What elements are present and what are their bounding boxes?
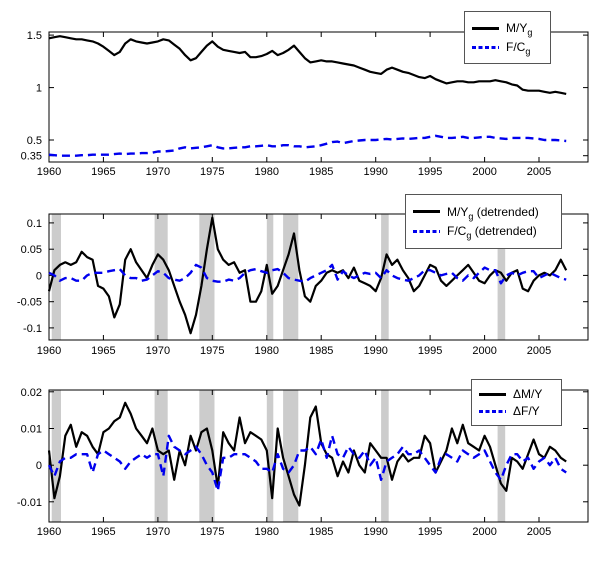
x-tick-label: 2005 [527, 345, 551, 357]
x-tick-label: 1990 [363, 345, 387, 357]
x-tick-label: 1995 [418, 526, 442, 538]
legend-entry: F/Cg (detrended) [413, 224, 554, 241]
y-tick-label: 0 [36, 270, 42, 282]
x-tick-label: 1995 [418, 345, 442, 357]
recession-band [51, 214, 61, 340]
legend-levels: M/Yg F/Cg [464, 11, 551, 64]
recession-band [154, 390, 168, 522]
x-tick-label: 1980 [255, 526, 279, 538]
legend-entry: ΔF/Y [479, 405, 554, 417]
x-tick-label: 2000 [472, 166, 496, 178]
recession-band [266, 390, 274, 522]
y-tick-label: 0.02 [21, 387, 42, 399]
legend-label: F/Cg (detrended) [447, 224, 537, 241]
series-f-c-g [48, 134, 567, 157]
dashed-line-swatch [413, 229, 440, 233]
legend-label: ΔM/Y [513, 387, 543, 401]
y-tick-label: 0.1 [27, 218, 42, 230]
x-tick-label: 1965 [91, 526, 115, 538]
axes-frame [48, 213, 589, 341]
recession-band [497, 390, 506, 522]
legend-label: ΔF/Y [513, 404, 540, 418]
y-tick-label: 0.05 [21, 244, 42, 256]
legend-entry: M/Yg (detrended) [413, 204, 554, 222]
recession-band [381, 390, 389, 522]
x-tick-label: 1995 [418, 166, 442, 178]
solid-line-swatch [413, 210, 440, 214]
panel-growth-rates: 1960 1965 1970 1975 1980 1985 1990 1995 2000 2005… [17, 387, 589, 538]
y-tick-label: -0.01 [17, 497, 42, 509]
x-tick-label: 1965 [91, 345, 115, 357]
legend-entry: ΔM/Y [479, 388, 554, 400]
axes-frame [48, 31, 589, 163]
x-tick-label: 1990 [363, 166, 387, 178]
dashed-line-swatch [479, 409, 506, 413]
series-f-c-g-detrended- [48, 263, 567, 285]
recession-band [283, 390, 299, 522]
panel-levels: 1960 1965 1970 1975 1980 1985 1990 1995 2000 2005… [21, 30, 589, 178]
recession-band [283, 214, 299, 340]
series--f-y [47, 434, 567, 492]
x-tick-label: 1975 [200, 166, 224, 178]
x-tick-label: 1960 [37, 166, 61, 178]
x-tick-label: 2005 [527, 166, 551, 178]
x-tick-label: 1960 [37, 526, 61, 538]
recession-band [497, 214, 506, 340]
x-tick-label: 1985 [309, 345, 333, 357]
x-tick-label: 2000 [472, 526, 496, 538]
legend-entry: M/Yg [472, 21, 543, 38]
legend-label: M/Yg [506, 21, 533, 38]
recession-band [199, 390, 215, 522]
legend-label: F/Cg [506, 40, 531, 57]
y-tick-label: 1 [36, 83, 42, 95]
legend-detrended: M/Yg (detrended) F/Cg (detrended) [405, 194, 562, 249]
series-m-y-g [48, 35, 567, 95]
y-tick-label: -0.05 [17, 297, 42, 309]
x-tick-label: 2005 [527, 526, 551, 538]
x-tick-label: 1985 [309, 166, 333, 178]
legend-label: M/Yg (detrended) [447, 204, 539, 222]
solid-line-swatch [479, 392, 506, 396]
y-tick-label: 0.35 [21, 151, 42, 163]
legend-entry: F/Cg [472, 40, 543, 57]
legend-growth-rates: ΔM/Y ΔF/Y [471, 379, 562, 426]
x-tick-label: 1990 [363, 526, 387, 538]
x-tick-label: 1970 [146, 526, 170, 538]
series--m-y [47, 401, 567, 507]
x-tick-label: 1975 [200, 526, 224, 538]
x-tick-label: 1970 [146, 345, 170, 357]
y-tick-label: 0.5 [27, 135, 42, 147]
recession-band [51, 390, 61, 522]
x-tick-label: 1965 [91, 166, 115, 178]
x-tick-label: 1975 [200, 345, 224, 357]
solid-line-swatch [472, 26, 499, 30]
y-tick-label: 0.01 [21, 424, 42, 436]
x-tick-label: 1960 [37, 345, 61, 357]
y-tick-label: 0 [36, 460, 42, 472]
x-tick-label: 1985 [309, 526, 333, 538]
x-tick-label: 1970 [146, 166, 170, 178]
recession-band [381, 214, 389, 340]
recession-band [154, 214, 168, 340]
dashed-line-swatch [472, 45, 499, 49]
x-tick-label: 1980 [255, 345, 279, 357]
y-tick-label: -0.1 [23, 323, 42, 335]
x-tick-label: 2000 [472, 345, 496, 357]
y-tick-label: 1.5 [27, 30, 42, 42]
series-m-y-g-detrended- [47, 216, 568, 335]
x-tick-label: 1980 [255, 166, 279, 178]
panel-detrended: 1960 1965 1970 1975 1980 1985 1990 1995 2000 2005… [17, 213, 589, 357]
